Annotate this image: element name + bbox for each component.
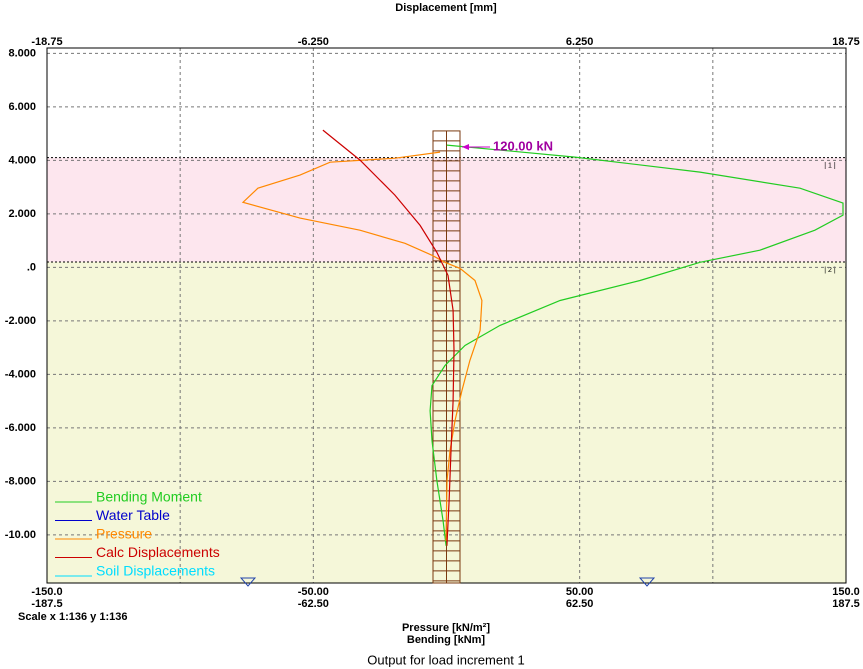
marker xyxy=(638,577,656,587)
legend-label: Soil Displacements xyxy=(96,563,215,579)
legend-label: Pressure xyxy=(96,526,152,542)
layer-label: | 1 | xyxy=(824,163,836,170)
y-tick-label: 4.000 xyxy=(8,154,36,166)
x-tick-label: 187.5 xyxy=(832,598,860,610)
top-axis-label: Displacement [mm] xyxy=(395,2,497,14)
layer-label: | 2 | xyxy=(824,267,836,274)
y-tick-label: -6.000 xyxy=(5,422,36,434)
load-arrowhead xyxy=(462,143,469,150)
y-tick-label: -4.000 xyxy=(5,368,36,380)
x-tick-label: 150.0 xyxy=(832,586,860,598)
y-tick-label: 8.000 xyxy=(8,47,36,59)
y-tick-label: 6.000 xyxy=(8,101,36,113)
chart-title: Output for load increment 1 xyxy=(367,652,525,667)
y-tick-label: 2.000 xyxy=(8,208,36,220)
x-tick-label: -18.75 xyxy=(31,36,62,48)
bottom-axis-label: Bending [kNm] xyxy=(407,634,486,646)
x-tick-label: -62.50 xyxy=(298,598,329,610)
legend-label: Calc Displacements xyxy=(96,544,220,560)
legend-label: Bending Moment xyxy=(96,489,202,505)
x-tick-label: -150.0 xyxy=(31,586,62,598)
x-tick-label: 18.75 xyxy=(832,36,860,48)
series-line xyxy=(241,151,483,541)
bottom-axis-label: Pressure [kN/m²] xyxy=(402,622,490,634)
y-tick-label: -10.00 xyxy=(5,529,36,541)
scale-note: Scale x 1:136 y 1:136 xyxy=(18,611,127,623)
y-tick-label: -8.000 xyxy=(5,475,36,487)
marker xyxy=(239,577,257,587)
x-tick-label: -6.250 xyxy=(298,36,329,48)
x-tick-label: 62.50 xyxy=(566,598,594,610)
x-tick-label: 6.250 xyxy=(566,36,594,48)
x-tick-label: 50.00 xyxy=(566,586,594,598)
x-tick-label: -50.00 xyxy=(298,586,329,598)
x-tick-label: -187.5 xyxy=(31,598,62,610)
load-label: 120.00 kN xyxy=(493,138,553,153)
series-line xyxy=(322,129,455,546)
legend-label: Water Table xyxy=(96,507,170,523)
y-tick-label: -2.000 xyxy=(5,315,36,327)
series-line xyxy=(429,144,844,546)
y-tick-label: .0 xyxy=(27,261,36,273)
